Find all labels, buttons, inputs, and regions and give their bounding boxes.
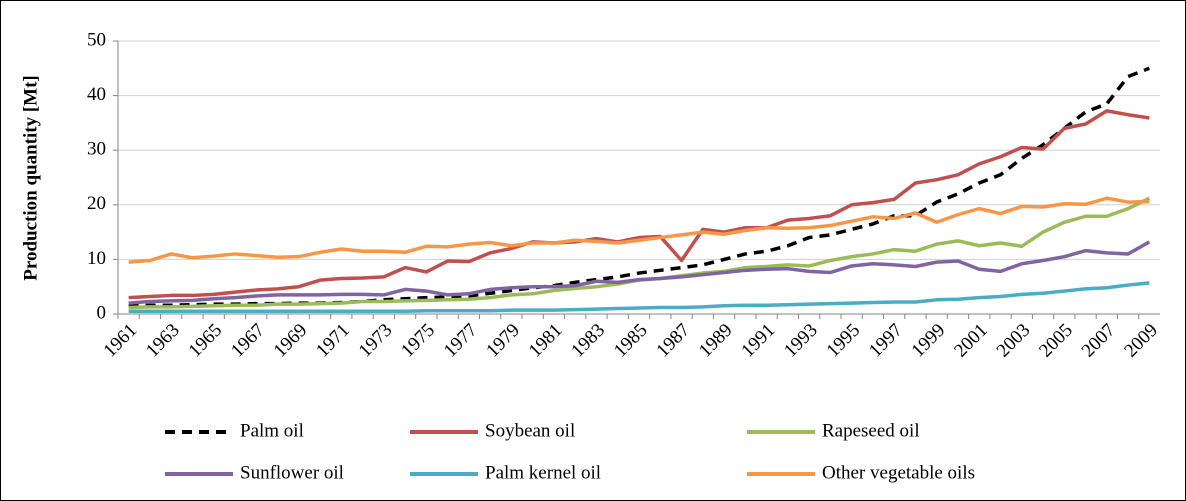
series-line bbox=[128, 240, 1151, 305]
legend-label: Sunflower oil bbox=[240, 462, 344, 483]
series-line bbox=[128, 196, 1150, 264]
y-tick-label: 0 bbox=[97, 302, 107, 323]
legend-label: Other vegetable oils bbox=[822, 462, 975, 483]
y-tick-label: 10 bbox=[87, 248, 106, 269]
series-line bbox=[128, 281, 1150, 314]
legend-label: Palm oil bbox=[240, 420, 304, 441]
series-line bbox=[128, 109, 1150, 300]
y-tick-label: 40 bbox=[87, 84, 106, 105]
y-tick-label: 50 bbox=[87, 29, 106, 50]
legend-label: Palm kernel oil bbox=[485, 462, 601, 483]
y-tick-label: 30 bbox=[87, 139, 106, 160]
y-tick-label: 20 bbox=[87, 193, 106, 214]
y-axis-label: Production quantity [Mt] bbox=[20, 75, 41, 280]
legend-label: Rapeseed oil bbox=[822, 420, 920, 441]
legend-label: Soybean oil bbox=[485, 420, 575, 441]
